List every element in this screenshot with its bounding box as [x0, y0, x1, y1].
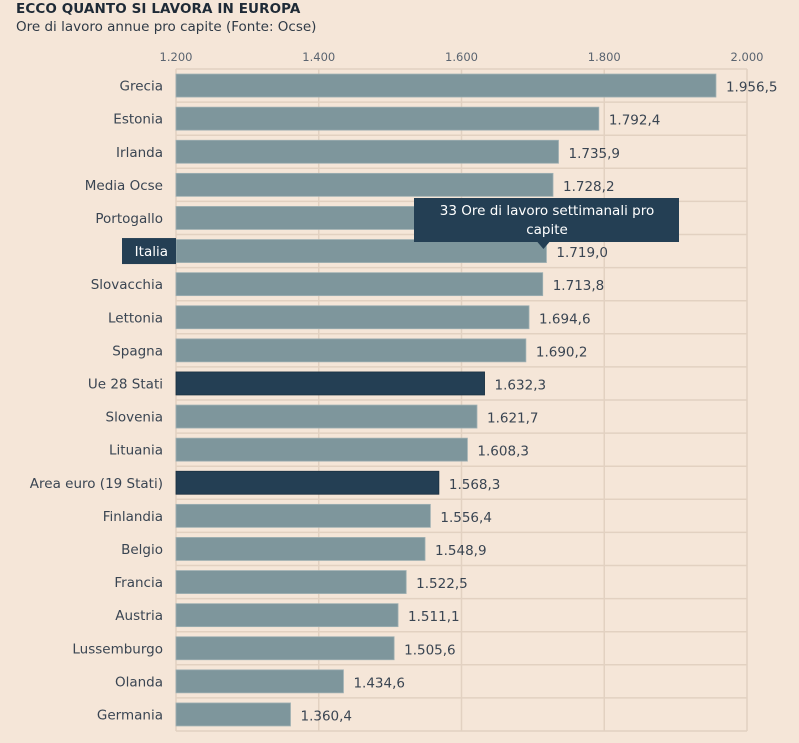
bar-olanda[interactable] [175, 669, 344, 694]
bar-slovenia[interactable] [175, 404, 478, 429]
category-label: Lettonia [108, 310, 163, 326]
value-label: 1.568,3 [449, 477, 501, 493]
tooltip-text-line2: capite [526, 222, 568, 238]
value-label: 1.608,3 [477, 444, 529, 460]
category-label: Francia [114, 575, 163, 591]
tooltip: 33 Ore di lavoro settimanali pro capite [414, 198, 679, 249]
value-label: 1.735,9 [568, 146, 620, 162]
bar-belgio[interactable] [175, 537, 426, 561]
category-label: Irlanda [116, 145, 163, 161]
category-label: Finlandia [103, 509, 163, 525]
bar-area-euro-19-stati-[interactable] [175, 470, 440, 495]
value-labels: 1.956,5 1.792,4 1.735,9 1.728,2 1.719,0 1.713… [300, 80, 777, 725]
value-label: 1.556,4 [440, 510, 492, 526]
category-label: Grecia [120, 79, 163, 95]
bar-ue-28-stati[interactable] [175, 371, 485, 396]
bar-germania[interactable] [175, 702, 291, 727]
value-label: 1.694,6 [539, 311, 591, 327]
category-label: Ue 28 Stati [88, 376, 163, 392]
value-label: 1.956,5 [726, 80, 778, 96]
category-label: Portogallo [95, 211, 163, 227]
value-label: 1.719,0 [556, 245, 608, 261]
tooltip-box [414, 198, 679, 242]
value-label: 1.621,7 [487, 411, 539, 427]
bar-estonia[interactable] [175, 106, 600, 131]
value-label: 1.360,4 [300, 708, 352, 724]
x-tick-label: 2.000 [731, 50, 764, 64]
bar-slovacchia[interactable] [175, 272, 544, 297]
bar-finlandia[interactable] [175, 503, 431, 528]
bar-irlanda[interactable] [175, 139, 559, 164]
category-label: Austria [115, 608, 163, 624]
value-label: 1.792,4 [609, 113, 661, 129]
value-label: 1.505,6 [404, 642, 456, 658]
bar-spagna[interactable] [175, 338, 527, 363]
value-label: 1.548,9 [435, 543, 487, 559]
x-tick-label: 1.400 [302, 50, 335, 64]
category-label: Area euro (19 Stati) [30, 476, 163, 492]
category-label: Germania [97, 707, 163, 723]
bar-francia[interactable] [175, 570, 407, 594]
grid-lines [175, 68, 748, 732]
tooltip-text-line1: 33 Ore di lavoro settimanali pro [440, 203, 654, 219]
value-label: 1.522,5 [416, 576, 468, 592]
tooltip-arrow [537, 242, 550, 249]
bar-lettonia[interactable] [175, 305, 530, 330]
category-label: Media Ocse [85, 178, 163, 194]
category-label: Lituania [109, 443, 163, 459]
value-label: 1.690,2 [536, 344, 588, 360]
category-labels: Grecia Estonia Irlanda Media Ocse Portogallo… [30, 79, 176, 723]
category-label: Slovacchia [91, 277, 163, 293]
bar-grecia[interactable] [175, 73, 717, 98]
chart-title: ECCO QUANTO SI LAVORA IN EUROPA [16, 1, 301, 17]
x-tick-label: 1.200 [160, 50, 193, 64]
bar-lituania[interactable] [175, 437, 468, 462]
bar-lussemburgo[interactable] [175, 636, 395, 661]
category-label: Estonia [113, 112, 163, 128]
bar-austria[interactable] [175, 603, 399, 628]
bars [175, 73, 717, 727]
category-label: Olanda [115, 674, 163, 690]
value-label: 1.511,1 [408, 609, 460, 625]
value-label: 1.713,8 [553, 278, 605, 294]
selected-label-bg [122, 238, 176, 265]
category-label: Slovenia [106, 410, 163, 426]
value-label: 1.728,2 [563, 179, 615, 195]
category-label: Lussemburgo [72, 641, 163, 657]
bar-media-ocse[interactable] [175, 172, 554, 197]
category-label: Spagna [112, 343, 163, 359]
x-tick-label: 1.600 [445, 50, 478, 64]
x-tick-label: 1.800 [588, 50, 621, 64]
bar-italia[interactable] [175, 239, 547, 263]
category-label: Italia [135, 244, 168, 260]
chart-subtitle: Ore di lavoro annue pro capite (Fonte: O… [16, 19, 317, 35]
value-label: 1.434,6 [353, 675, 405, 691]
value-label: 1.632,3 [495, 377, 547, 393]
category-label: Belgio [121, 542, 163, 558]
x-axis-ticks: 1.200 1.400 1.600 1.800 2.000 [160, 50, 764, 64]
